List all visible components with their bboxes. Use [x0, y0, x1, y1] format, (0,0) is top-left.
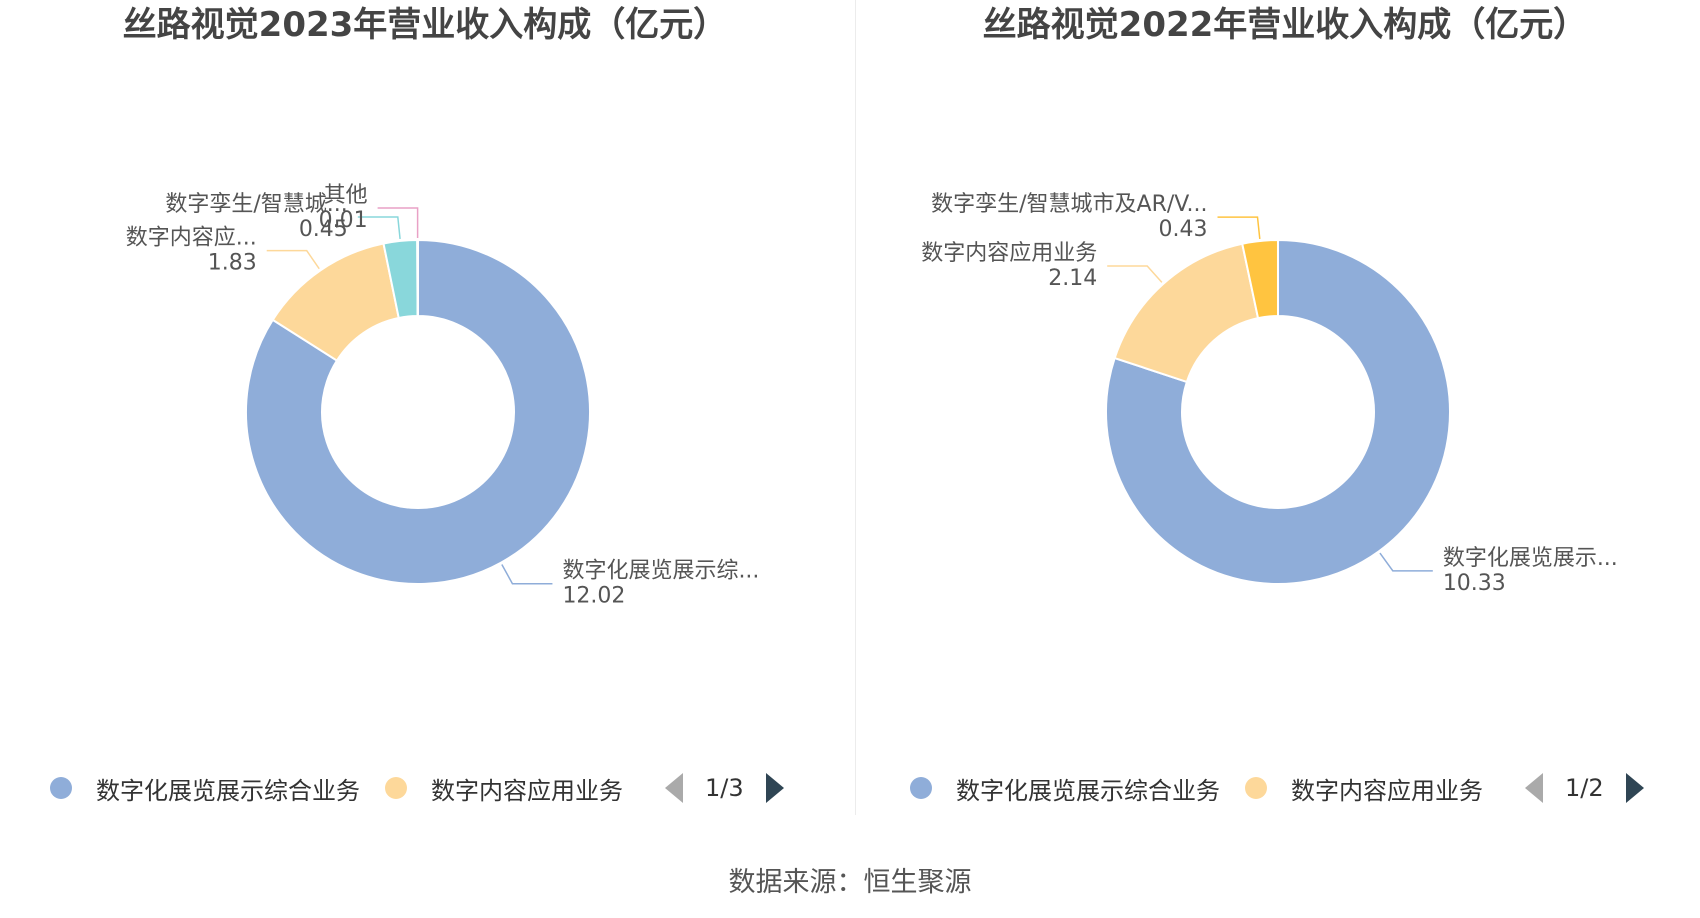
- legend-label: 数字化展览展示综合业务: [956, 776, 1220, 805]
- donut-slice[interactable]: [1241, 238, 1279, 320]
- slice-label: 数字化展览展示综...: [562, 559, 759, 584]
- legend: 数字化展览展示综合业务 数字内容应用业务 1/3: [40, 768, 840, 808]
- leader-line: [1107, 265, 1163, 283]
- legend-label: 数字内容应用业务: [431, 776, 623, 805]
- legend-marker: [385, 777, 407, 799]
- chart-title: 丝路视觉2022年营业收入构成（亿元）: [982, 5, 1588, 45]
- legend-next-page-icon[interactable]: [1625, 773, 1644, 803]
- donut-slice[interactable]: [1105, 238, 1451, 585]
- slice-value: 0.43: [1159, 217, 1208, 242]
- leader-line: [501, 564, 553, 585]
- slice-label: 数字孪生/智慧城...: [165, 192, 347, 217]
- slice-label: 数字内容应用业务: [921, 241, 1097, 266]
- chart-panel-2022: 丝路视觉2022年营业收入构成（亿元） 数字化展览展示... 10.33 数字内容应…: [860, 0, 1700, 820]
- slice-label: 数字内容应...: [126, 226, 257, 251]
- slice-value: 0.01: [319, 208, 368, 233]
- slice-value: 10.33: [1443, 571, 1506, 596]
- legend-page-indicator: 1/2: [1565, 774, 1604, 802]
- donut-slice[interactable]: [416, 238, 419, 318]
- leader-line: [357, 216, 401, 240]
- legend-pager: 1/2: [1525, 768, 1644, 808]
- legend-prev-page-icon[interactable]: [1525, 773, 1543, 803]
- legend-marker: [1245, 777, 1267, 799]
- leader-line: [266, 249, 320, 270]
- legend: 数字化展览展示综合业务 数字内容应用业务 1/2: [900, 768, 1700, 808]
- slice-value: 12.02: [562, 584, 625, 609]
- slice-label: 数字化展览展示...: [1443, 546, 1618, 571]
- leader-line: [377, 207, 419, 239]
- legend-pager: 1/3: [665, 768, 784, 808]
- legend-page-indicator: 1/3: [705, 774, 744, 802]
- legend-label: 数字化展览展示综合业务: [96, 776, 360, 805]
- donut-slice[interactable]: [244, 238, 591, 585]
- slice-label: 数字孪生/智慧城市及AR/V...: [931, 192, 1207, 217]
- legend-marker: [50, 777, 72, 799]
- donut-slice[interactable]: [1113, 242, 1260, 384]
- slice-value: 0.45: [299, 217, 348, 242]
- legend-marker: [910, 777, 932, 799]
- slice-label: 其他: [324, 183, 368, 208]
- legend-item[interactable]: 数字内容应用业务: [1245, 768, 1483, 808]
- chart-panel-2023: 丝路视觉2023年营业收入构成（亿元） 数字化展览展示综... 12.02 数字内容…: [0, 0, 850, 820]
- legend-label: 数字内容应用业务: [1291, 776, 1483, 805]
- chart-title: 丝路视觉2023年营业收入构成（亿元）: [122, 5, 728, 45]
- data-source-note: 数据来源：恒生聚源: [728, 867, 972, 898]
- panel-divider: [855, 0, 856, 815]
- legend-prev-page-icon[interactable]: [665, 773, 683, 803]
- slice-value: 2.14: [1048, 266, 1097, 291]
- slice-value: 1.83: [208, 251, 257, 276]
- leader-line: [1217, 216, 1261, 240]
- leader-line: [1379, 552, 1433, 572]
- legend-next-page-icon[interactable]: [765, 773, 784, 803]
- legend-item[interactable]: 数字内容应用业务: [385, 768, 623, 808]
- legend-item[interactable]: 数字化展览展示综合业务: [50, 768, 360, 808]
- legend-item[interactable]: 数字化展览展示综合业务: [910, 768, 1220, 808]
- donut-chart-2023: 数字化展览展示综...12.02 数字内容应...1.83 数字孪生/智慧城...0…: [126, 183, 760, 609]
